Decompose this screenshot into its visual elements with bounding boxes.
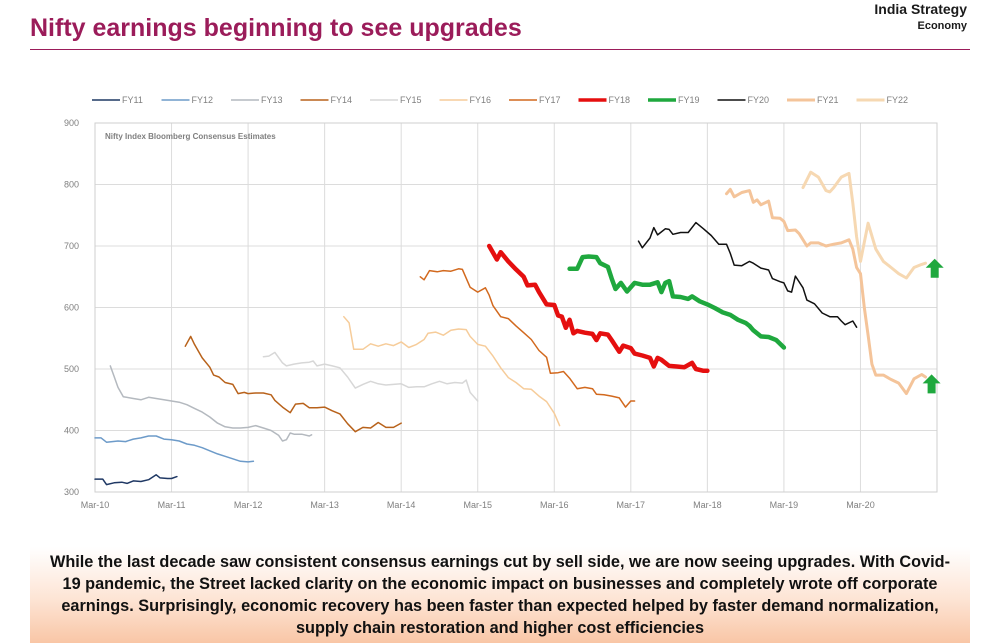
x-tick-label: Mar-10	[81, 500, 110, 510]
x-tick-label: Mar-17	[617, 500, 646, 510]
x-tick-label: Mar-20	[846, 500, 875, 510]
y-tick-label: 800	[64, 180, 79, 190]
legend-label-fy13: FY13	[261, 95, 283, 105]
series-line-fy19	[567, 254, 787, 350]
y-tick-label: 400	[64, 426, 79, 436]
x-tick-label: Mar-15	[463, 500, 492, 510]
caption-box: While the last decade saw consistent con…	[30, 547, 970, 643]
legend-label-fy11: FY11	[122, 95, 143, 105]
x-tick-label: Mar-12	[234, 500, 263, 510]
x-tick-label: Mar-18	[693, 500, 722, 510]
legend-label-fy12: FY12	[192, 95, 214, 105]
y-tick-label: 700	[64, 241, 79, 251]
legend-label-fy19: FY19	[678, 95, 700, 105]
series-line-fy12	[94, 435, 255, 463]
legend-label-fy16: FY16	[470, 95, 492, 105]
y-tick-label: 900	[64, 118, 79, 128]
legend-label-fy18: FY18	[609, 95, 631, 105]
legend-label-fy14: FY14	[331, 95, 353, 105]
legend-label-fy22: FY22	[887, 95, 909, 105]
page-title: Nifty earnings beginning to see upgrades	[30, 14, 522, 42]
series-line-fy15	[262, 351, 479, 402]
up-arrow-icon	[922, 374, 941, 394]
legend-label-fy20: FY20	[748, 95, 770, 105]
legend-label-fy17: FY17	[539, 95, 561, 105]
chart-annotation: Nifty Index Bloomberg Consensus Estimate…	[105, 132, 276, 141]
caption-text: While the last decade saw consistent con…	[49, 553, 951, 637]
y-tick-label: 600	[64, 303, 79, 313]
series-line-fy18	[486, 243, 710, 374]
plot-area-border	[94, 122, 938, 493]
nifty-earnings-chart: 300 400 500 600 700 800 900 Mar-10 Mar-11 Mar-12 M…	[64, 95, 944, 510]
series-line-fy14	[184, 335, 402, 433]
legend-label-fy21: FY21	[817, 95, 839, 105]
series-line-fy16	[343, 315, 561, 427]
title-rule	[30, 49, 970, 50]
series-line-fy22	[801, 170, 927, 280]
up-arrow-icon	[925, 258, 944, 278]
chart-frame: 300 400 500 600 700 800 900 Mar-10 Mar-11 Mar-12 M…	[50, 88, 950, 513]
series-line-fy20	[637, 221, 858, 328]
brand-title: India Strategy	[874, 1, 967, 17]
x-tick-label: Mar-13	[310, 500, 339, 510]
series-line-fy11	[94, 474, 178, 486]
y-tick-label: 500	[64, 364, 79, 374]
series-line-fy17	[419, 268, 636, 408]
x-tick-label: Mar-19	[770, 500, 799, 510]
x-tick-label: Mar-11	[158, 500, 186, 510]
series-line-fy13	[109, 365, 313, 442]
x-tick-label: Mar-16	[540, 500, 569, 510]
x-tick-label: Mar-14	[387, 500, 416, 510]
legend-label-fy15: FY15	[400, 95, 422, 105]
brand-section: Economy	[917, 20, 967, 32]
y-tick-label: 300	[64, 487, 79, 497]
series-line-fy21	[725, 187, 927, 396]
